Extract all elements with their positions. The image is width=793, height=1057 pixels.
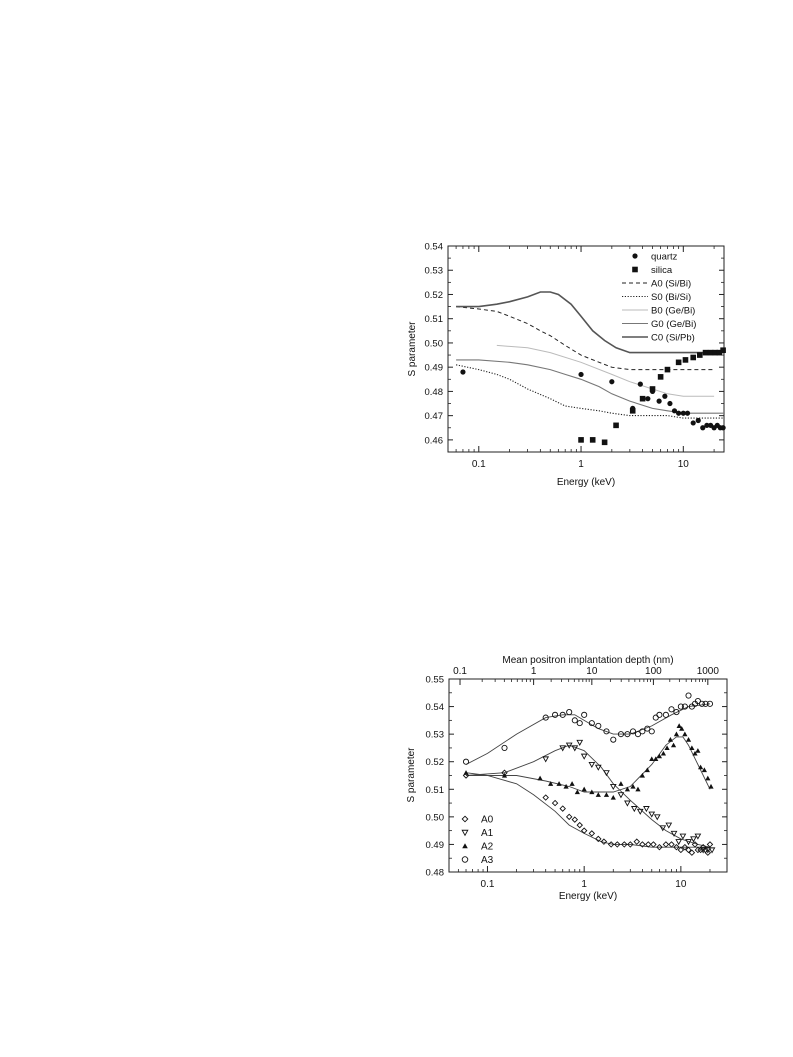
legend-label: quartz xyxy=(651,252,678,263)
data-point xyxy=(578,437,584,443)
y-tick-label: 0.52 xyxy=(425,290,444,301)
data-point xyxy=(702,349,709,356)
y-tick-label: 0.47 xyxy=(425,411,444,422)
data-point xyxy=(589,437,596,443)
series-line xyxy=(496,344,715,397)
y-tick-label: 0.53 xyxy=(425,266,444,277)
y-tick-label: 0.51 xyxy=(425,314,444,325)
data-point xyxy=(609,379,615,385)
data-point xyxy=(720,347,726,354)
data-point xyxy=(601,439,608,446)
y-tick-label: 0.49 xyxy=(425,363,444,374)
data-point xyxy=(645,396,651,402)
data-point xyxy=(629,408,636,414)
series-line xyxy=(456,359,724,414)
data-point xyxy=(684,410,691,416)
legend-marker-swatch xyxy=(632,266,638,273)
data-point xyxy=(613,422,619,429)
legend: quartz silica A0 (Si/Bi) S0 (Bi/Si) B0 (Ge/B… xyxy=(622,252,696,344)
data-point xyxy=(712,349,718,356)
x-tick-label: 10 xyxy=(678,459,690,470)
legend-label: G0 (Ge/Bi) xyxy=(651,319,696,330)
data-point xyxy=(657,374,664,380)
data-point xyxy=(578,371,584,378)
data-point xyxy=(700,425,706,431)
legend-label: silica xyxy=(651,265,673,276)
legend-label: A0 (Si/Bi) xyxy=(651,279,691,290)
data-point xyxy=(690,420,696,426)
y-tick-label: 0.48 xyxy=(425,387,444,398)
x-axis-label: Energy (keV) xyxy=(557,477,615,488)
data-point xyxy=(662,393,668,399)
series-line xyxy=(455,364,724,419)
data-point xyxy=(460,369,466,375)
data-point xyxy=(671,408,678,414)
data-point xyxy=(695,417,701,424)
y-tick-label: 0.46 xyxy=(425,435,444,446)
data-point xyxy=(697,352,703,358)
y-tick-label: 0.54 xyxy=(425,242,444,253)
legend-marker-swatch xyxy=(632,253,638,259)
data-point xyxy=(656,398,662,404)
legend-label: C0 (Si/Pb) xyxy=(651,333,695,344)
data-point xyxy=(690,354,697,361)
plot-frame xyxy=(447,245,725,453)
data-point xyxy=(704,422,710,428)
series-lines xyxy=(455,291,724,419)
data-point xyxy=(675,359,682,366)
series-line xyxy=(456,291,724,354)
axis-ticks: 0.1 1 10 0.46 0.47 0.48 0.49 0.50 0.51 0.52 0.53 0.… xyxy=(425,242,724,470)
legend-label: S0 (Bi/Si) xyxy=(651,292,691,303)
y-axis-label: S parameter xyxy=(407,321,418,377)
data-point xyxy=(707,349,714,356)
data-point xyxy=(664,366,671,373)
data-point xyxy=(649,386,656,392)
data-point xyxy=(637,381,643,387)
series-points xyxy=(460,347,726,446)
data-point xyxy=(667,400,673,407)
series-line xyxy=(456,306,715,371)
x-tick-label: 1 xyxy=(578,459,584,470)
data-point xyxy=(680,410,686,416)
x-tick-label: 0.1 xyxy=(472,459,486,470)
data-point xyxy=(720,425,726,431)
legend-label: B0 (Ge/Bi) xyxy=(651,306,695,317)
data-point xyxy=(676,410,682,416)
data-point xyxy=(716,349,723,356)
y-tick-label: 0.50 xyxy=(425,338,444,349)
data-point xyxy=(682,357,689,363)
data-point xyxy=(639,395,646,402)
